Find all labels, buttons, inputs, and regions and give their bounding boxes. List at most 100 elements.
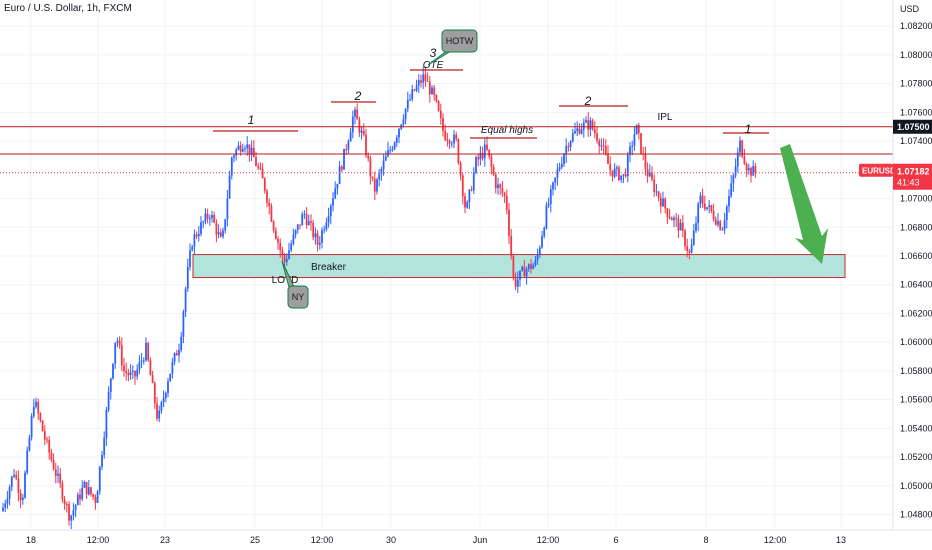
candle-body [479, 152, 482, 160]
time-axis[interactable]: 18 12:00 23 25 12:00 30 Jun 12:00 6 8 12:00 13 [0, 529, 932, 545]
candle-body [90, 487, 92, 495]
candle-body [629, 146, 631, 155]
candle-body [347, 141, 350, 150]
candle-body [455, 134, 458, 140]
candle-body [424, 74, 427, 81]
candle-body [120, 345, 123, 366]
candle-body [728, 195, 730, 207]
breaker-zone[interactable] [192, 254, 846, 279]
candle-body [208, 218, 211, 220]
candle-body [219, 232, 222, 237]
candle-body [547, 203, 550, 206]
down-arrow[interactable] [780, 144, 828, 264]
candle-body [574, 130, 576, 134]
candle-body [186, 266, 189, 289]
candle-body [675, 217, 678, 219]
candle-body [706, 207, 708, 210]
y-tick-label: 1.04800 [900, 510, 932, 520]
candle-body [466, 202, 469, 208]
candle-body [609, 163, 612, 171]
candle-body [79, 494, 81, 500]
candle-body [191, 246, 194, 251]
swing-number: 1 [745, 122, 752, 136]
candle-body [52, 459, 55, 470]
candle-body [657, 191, 660, 198]
candle-body [523, 266, 526, 277]
candle-body [76, 494, 79, 506]
callout-box[interactable] [441, 29, 478, 53]
candle-body [268, 202, 271, 207]
candle-body [213, 215, 216, 223]
candle-body [61, 483, 64, 500]
x-tick-label: 12:00 [311, 535, 334, 545]
candle-body [587, 120, 590, 130]
candle-body [323, 229, 326, 231]
candle-body [360, 130, 363, 133]
candle-body [413, 89, 416, 91]
candle-body [444, 130, 447, 140]
candle-body [338, 166, 341, 184]
candle-body [241, 148, 244, 152]
candle-body [422, 74, 425, 83]
candle-body [679, 222, 682, 231]
candle-body [552, 182, 554, 190]
candle-body [169, 373, 172, 382]
candle-body [439, 110, 442, 118]
candle-body [13, 474, 15, 477]
candle-body [494, 174, 497, 189]
candle-body [21, 497, 24, 501]
candle-body [593, 128, 596, 134]
candle-body [558, 167, 561, 170]
candle-body [426, 80, 429, 82]
candle-body [640, 133, 642, 154]
candle-body [684, 230, 686, 247]
callout-box[interactable] [287, 285, 309, 309]
candle-body [81, 487, 84, 500]
candle-body [362, 130, 365, 135]
candle-body [624, 174, 627, 177]
candle-body [131, 370, 134, 372]
candle-body [745, 164, 748, 171]
candle-body [237, 145, 240, 150]
y-tick-label: 1.06400 [900, 280, 932, 290]
candle-body [39, 413, 42, 421]
candle-body [750, 168, 752, 176]
candle-body [635, 124, 638, 135]
candle-body [15, 474, 18, 479]
x-tick-label: 13 [836, 535, 846, 545]
candle-body [283, 255, 286, 263]
y-tick-label: 1.07600 [900, 107, 932, 117]
candle-body [541, 236, 543, 248]
candle-body [677, 218, 680, 231]
candle-body [626, 154, 629, 177]
price-axis[interactable]: 1.082001.080001.078001.076001.074001.072… [859, 0, 932, 530]
candle-body [453, 134, 455, 144]
candle-body [457, 139, 460, 164]
candle-body [294, 230, 297, 235]
candle-body [316, 233, 319, 245]
candle-body [472, 172, 475, 191]
candle-body [560, 164, 563, 168]
candle-body [200, 222, 202, 234]
candle-body [464, 196, 466, 208]
candle-body [662, 198, 664, 207]
candle-body [450, 143, 453, 145]
y-tick-label: 1.06600 [900, 251, 932, 261]
symbol-badge [859, 163, 893, 177]
candle-body [415, 85, 418, 91]
candle-body [508, 209, 510, 237]
x-tick-label: 30 [386, 535, 396, 545]
x-tick-label: 18 [26, 535, 36, 545]
candle-body [171, 361, 174, 374]
candle-body [402, 119, 405, 125]
candle-body [398, 128, 400, 138]
candle-body [565, 146, 568, 155]
candle-body [697, 203, 700, 224]
candle-body [351, 116, 354, 133]
candle-body [721, 229, 724, 231]
candle-body [318, 242, 321, 245]
candle-body [281, 250, 284, 256]
candle-body [481, 152, 484, 159]
candle-body [329, 205, 332, 217]
